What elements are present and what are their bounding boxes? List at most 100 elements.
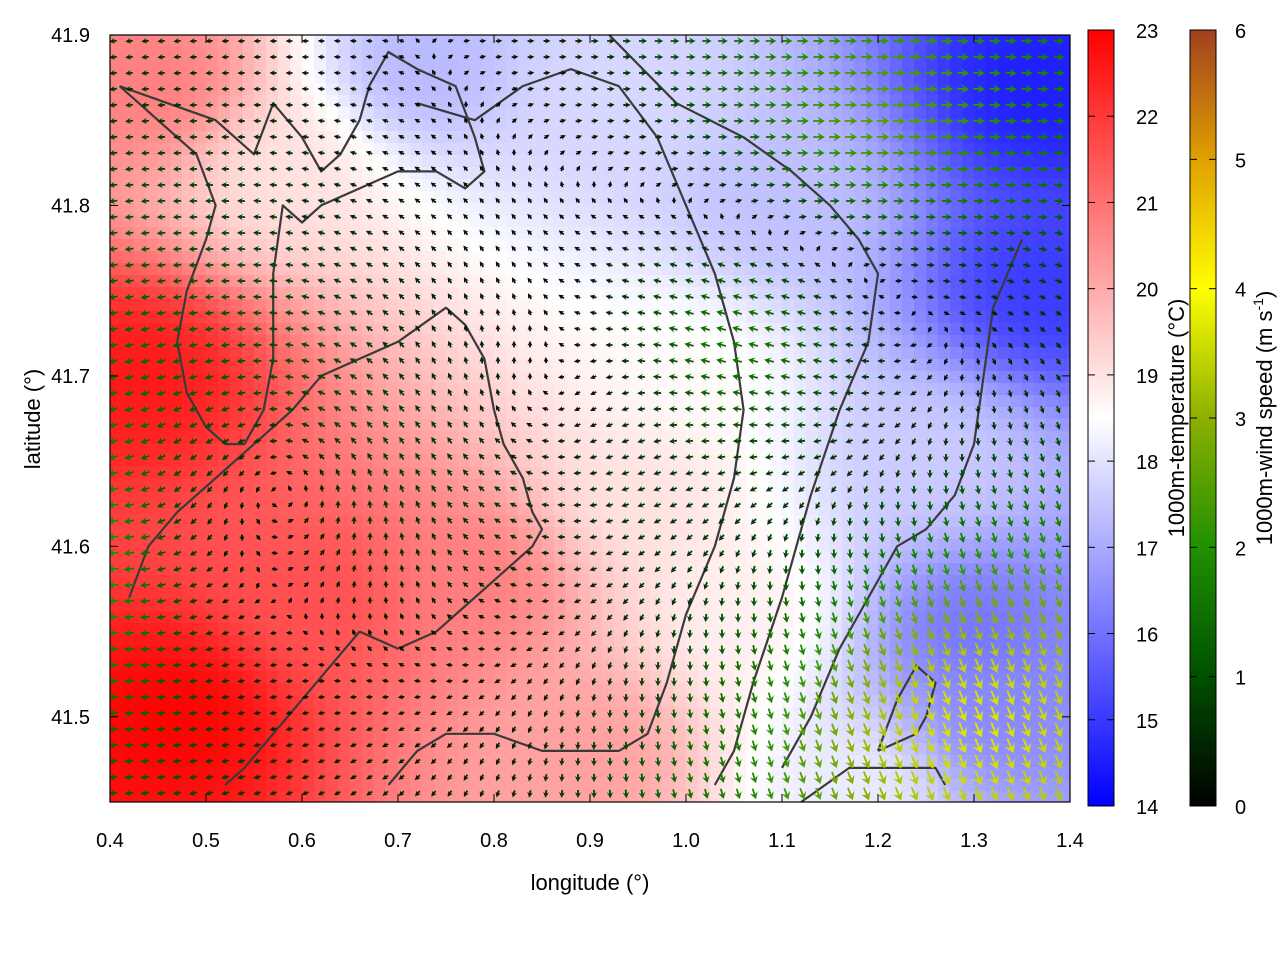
heatmap-cell bbox=[194, 635, 207, 648]
heatmap-cell bbox=[194, 455, 207, 468]
heatmap-cell bbox=[242, 203, 255, 216]
heatmap-cell bbox=[326, 107, 339, 120]
heatmap-cell bbox=[506, 395, 519, 408]
heatmap-cell bbox=[806, 59, 819, 72]
heatmap-cell bbox=[1034, 467, 1047, 480]
heatmap-cell bbox=[158, 467, 171, 480]
heatmap-cell bbox=[386, 155, 399, 168]
heatmap-cell bbox=[902, 251, 915, 264]
heatmap-cell bbox=[290, 623, 303, 636]
heatmap-cell bbox=[494, 215, 507, 228]
heatmap-cell bbox=[386, 107, 399, 120]
heatmap-cell bbox=[554, 107, 567, 120]
heatmap-cell bbox=[326, 251, 339, 264]
heatmap-cell bbox=[230, 35, 243, 48]
heatmap-cell bbox=[878, 107, 891, 120]
heatmap-cell bbox=[314, 71, 327, 84]
heatmap-cell bbox=[242, 131, 255, 144]
heatmap-cell bbox=[638, 635, 651, 648]
heatmap-cell bbox=[242, 467, 255, 480]
heatmap-cell bbox=[338, 695, 351, 708]
heatmap-cell bbox=[674, 779, 687, 792]
heatmap-cell bbox=[446, 683, 459, 696]
heatmap-cell bbox=[194, 551, 207, 564]
heatmap-cell bbox=[710, 611, 723, 624]
heatmap-cell bbox=[854, 515, 867, 528]
heatmap-cell bbox=[314, 551, 327, 564]
heatmap-cell bbox=[338, 275, 351, 288]
heatmap-cell bbox=[326, 371, 339, 384]
heatmap-cell bbox=[854, 743, 867, 756]
heatmap-cell bbox=[230, 491, 243, 504]
heatmap-cell bbox=[338, 767, 351, 780]
heatmap-cell bbox=[326, 455, 339, 468]
heatmap-cell bbox=[638, 203, 651, 216]
heatmap-cell bbox=[542, 167, 555, 180]
heatmap-cell bbox=[362, 503, 375, 516]
heatmap-cell bbox=[458, 203, 471, 216]
heatmap-cell bbox=[854, 503, 867, 516]
heatmap-cell bbox=[338, 479, 351, 492]
heatmap-cell bbox=[818, 155, 831, 168]
heatmap-cell bbox=[854, 563, 867, 576]
heatmap-cell bbox=[182, 155, 195, 168]
heatmap-cell bbox=[146, 203, 159, 216]
heatmap-cell bbox=[146, 59, 159, 72]
heatmap-cell bbox=[230, 227, 243, 240]
heatmap-cell bbox=[338, 551, 351, 564]
heatmap-cell bbox=[386, 527, 399, 540]
heatmap-cell bbox=[218, 155, 231, 168]
heatmap-cell bbox=[194, 131, 207, 144]
heatmap-cell bbox=[350, 443, 363, 456]
heatmap-cell bbox=[518, 107, 531, 120]
heatmap-cell bbox=[602, 107, 615, 120]
heatmap-cell bbox=[374, 227, 387, 240]
heatmap-cell bbox=[146, 47, 159, 60]
heatmap-cell bbox=[218, 587, 231, 600]
heatmap-cell bbox=[194, 143, 207, 156]
heatmap-cell bbox=[626, 395, 639, 408]
heatmap-cell bbox=[110, 647, 123, 660]
heatmap-cell bbox=[818, 107, 831, 120]
heatmap-cell bbox=[686, 491, 699, 504]
heatmap-cell bbox=[482, 131, 495, 144]
heatmap-cell bbox=[482, 143, 495, 156]
heatmap-cell bbox=[770, 347, 783, 360]
heatmap-cell bbox=[374, 563, 387, 576]
heatmap-cell bbox=[218, 491, 231, 504]
heatmap-cell bbox=[230, 299, 243, 312]
heatmap-cell bbox=[146, 311, 159, 324]
heatmap-cell bbox=[194, 479, 207, 492]
heatmap-cell bbox=[410, 47, 423, 60]
heatmap-cell bbox=[386, 203, 399, 216]
heatmap-cell bbox=[878, 491, 891, 504]
heatmap-cell bbox=[950, 395, 963, 408]
heatmap-cell bbox=[350, 647, 363, 660]
heatmap-cell bbox=[818, 767, 831, 780]
heatmap-cell bbox=[782, 443, 795, 456]
heatmap-cell bbox=[1010, 347, 1023, 360]
heatmap-cell bbox=[302, 59, 315, 72]
heatmap-cell bbox=[338, 491, 351, 504]
heatmap-cell bbox=[386, 551, 399, 564]
heatmap-cell bbox=[458, 59, 471, 72]
heatmap-cell bbox=[482, 419, 495, 432]
heatmap-cell bbox=[242, 47, 255, 60]
heatmap-cell bbox=[530, 239, 543, 252]
heatmap-cell bbox=[1034, 407, 1047, 420]
heatmap-cell bbox=[746, 491, 759, 504]
heatmap-cell bbox=[650, 491, 663, 504]
heatmap-cell bbox=[506, 59, 519, 72]
heatmap-cell bbox=[290, 755, 303, 768]
heatmap-cell bbox=[386, 791, 399, 802]
heatmap-cell bbox=[338, 35, 351, 48]
heatmap-cell bbox=[590, 731, 603, 744]
heatmap-cell bbox=[986, 203, 999, 216]
heatmap-cell bbox=[146, 119, 159, 132]
heatmap-cell bbox=[962, 623, 975, 636]
heatmap-cell bbox=[446, 563, 459, 576]
heatmap-cell bbox=[1022, 203, 1035, 216]
heatmap-cell bbox=[842, 443, 855, 456]
heatmap-cell bbox=[158, 731, 171, 744]
heatmap-cell bbox=[218, 347, 231, 360]
